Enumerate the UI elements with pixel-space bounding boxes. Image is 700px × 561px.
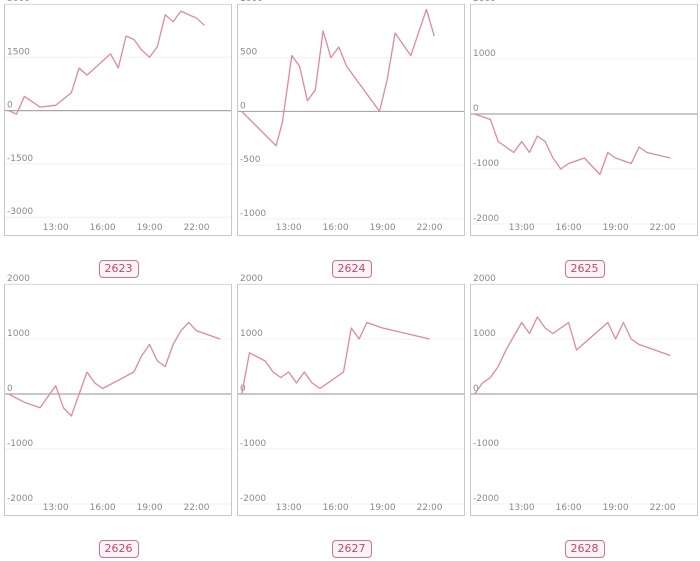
x-tick-label: 22:00 xyxy=(417,503,443,513)
x-tick-label: 13:00 xyxy=(276,503,302,513)
y-tick-label: 500 xyxy=(240,48,257,58)
x-tick-label: 22:00 xyxy=(184,223,210,233)
panel-id-badge: 2624 xyxy=(331,260,372,278)
y-tick-label: 1000 xyxy=(7,329,30,339)
series-line xyxy=(8,10,205,115)
x-tick-label: 19:00 xyxy=(370,223,396,233)
y-tick-label: -2000 xyxy=(240,494,266,504)
y-tick-label: 0 xyxy=(473,104,479,114)
chart-frame xyxy=(4,284,232,516)
series-line xyxy=(241,321,430,395)
y-tick-label: -1000 xyxy=(240,439,266,449)
x-tick-label: 16:00 xyxy=(90,223,116,233)
y-tick-label: -1000 xyxy=(473,159,499,169)
x-tick-label: 16:00 xyxy=(556,503,582,513)
y-tick-label: 1000 xyxy=(240,329,263,339)
chart-panel-2626: 2000 1000 0 -1000 -2000 13:00 16:00 19:00 22:00 xyxy=(4,274,232,516)
y-tick-label: -2000 xyxy=(473,214,499,224)
x-tick-label: 13:00 xyxy=(276,223,302,233)
y-tick-label: -1000 xyxy=(7,439,33,449)
chart-frame xyxy=(470,4,698,236)
x-tick-label: 16:00 xyxy=(323,223,349,233)
y-tick-label: 2000 xyxy=(473,0,496,4)
x-tick-label: 16:00 xyxy=(323,503,349,513)
panel-id-badge: 2625 xyxy=(564,260,605,278)
y-tick-label: -2000 xyxy=(7,494,33,504)
x-tick-label: 22:00 xyxy=(650,503,676,513)
y-tick-label: -1000 xyxy=(473,439,499,449)
y-tick-label: 1500 xyxy=(7,47,30,57)
panel-id-badge: 2626 xyxy=(98,540,139,558)
x-tick-label: 16:00 xyxy=(556,223,582,233)
series-line xyxy=(241,8,435,147)
x-tick-label: 22:00 xyxy=(650,223,676,233)
x-tick-label: 22:00 xyxy=(184,503,210,513)
y-tick-label: -2000 xyxy=(473,494,499,504)
x-tick-label: 13:00 xyxy=(43,503,69,513)
series-line xyxy=(474,113,671,176)
x-tick-label: 19:00 xyxy=(603,503,629,513)
y-tick-label: 3000 xyxy=(7,0,30,4)
y-tick-label: -500 xyxy=(240,155,261,165)
y-tick-label: -1500 xyxy=(7,154,33,164)
y-tick-label: 0 xyxy=(240,101,246,111)
chart-frame xyxy=(470,284,698,516)
chart-panel-2625: 2000 1000 0 -1000 -2000 13:00 16:00 19:00 22:00 xyxy=(470,0,698,236)
x-tick-label: 19:00 xyxy=(603,223,629,233)
x-tick-label: 13:00 xyxy=(509,223,535,233)
y-tick-label: -3000 xyxy=(7,207,33,217)
chart-frame xyxy=(237,284,465,516)
x-tick-label: 19:00 xyxy=(370,503,396,513)
y-tick-label: 2000 xyxy=(7,274,30,284)
y-tick-label: 0 xyxy=(7,101,13,111)
y-tick-label: 1000 xyxy=(473,49,496,59)
y-tick-label: 0 xyxy=(473,384,479,394)
y-tick-label: 1000 xyxy=(240,0,263,4)
y-tick-label: 0 xyxy=(7,384,13,394)
x-tick-label: 13:00 xyxy=(509,503,535,513)
chart-frame xyxy=(4,4,232,236)
chart-panel-2628: 2000 1000 0 -1000 -2000 13:00 16:00 19:00 22:00 xyxy=(470,274,698,516)
x-tick-label: 16:00 xyxy=(90,503,116,513)
series-line xyxy=(8,321,221,417)
y-tick-label: 1000 xyxy=(473,329,496,339)
panel-id-badge: 2628 xyxy=(564,540,605,558)
x-tick-label: 22:00 xyxy=(417,223,443,233)
series-line xyxy=(474,316,671,395)
x-tick-label: 19:00 xyxy=(137,503,163,513)
x-tick-label: 19:00 xyxy=(137,223,163,233)
chart-panel-2623: 3000 1500 0 -1500 -3000 13:00 16:00 19:00 22:00 xyxy=(4,0,232,236)
y-tick-label: 2000 xyxy=(240,274,263,284)
chart-panel-2624: 1000 500 0 -500 -1000 13:00 16:00 19:00 22:00 xyxy=(237,0,465,236)
panel-id-badge: 2623 xyxy=(98,260,139,278)
x-tick-label: 13:00 xyxy=(43,223,69,233)
chart-frame xyxy=(237,4,465,236)
y-tick-label: 2000 xyxy=(473,274,496,284)
y-tick-label: -1000 xyxy=(240,209,266,219)
panel-id-badge: 2627 xyxy=(331,540,372,558)
